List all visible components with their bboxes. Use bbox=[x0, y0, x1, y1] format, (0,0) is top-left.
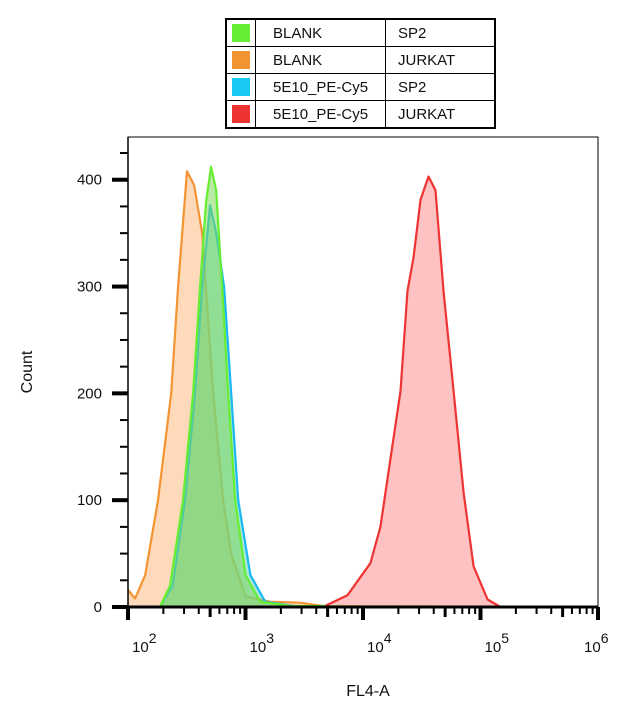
legend-row: BLANK SP2 bbox=[225, 18, 496, 47]
y-tick-label: 0 bbox=[94, 599, 102, 616]
y-tick-label: 200 bbox=[77, 385, 102, 402]
legend-sample: SP2 bbox=[385, 18, 496, 47]
x-tick-label: 104 bbox=[367, 630, 392, 656]
series-line-3 bbox=[324, 175, 502, 608]
series-fill-3 bbox=[325, 176, 501, 607]
legend-swatch-green bbox=[232, 24, 250, 43]
legend-row: 5E10_PE-Cy5 SP2 bbox=[225, 73, 496, 101]
series-line-2 bbox=[158, 165, 599, 609]
legend-name: 5E10_PE-Cy5 bbox=[255, 73, 386, 101]
x-tick-label: 105 bbox=[485, 630, 510, 656]
legend-name: 5E10_PE-Cy5 bbox=[255, 100, 386, 129]
y-tick-label: 400 bbox=[77, 172, 102, 189]
y-tick-label: 300 bbox=[77, 279, 102, 296]
legend-sample: JURKAT bbox=[385, 100, 496, 129]
x-tick-label: 103 bbox=[250, 630, 275, 656]
series-fill-2 bbox=[159, 166, 598, 607]
legend-swatch-red bbox=[232, 105, 250, 124]
x-tick-label: 106 bbox=[584, 630, 609, 656]
legend-swatch-cyan bbox=[232, 78, 250, 97]
legend-row: 5E10_PE-Cy5 JURKAT bbox=[225, 100, 496, 129]
legend: BLANK SP2 BLANK JURKAT 5E10_PE-Cy5 SP2 5E10… bbox=[225, 18, 496, 129]
series-fill-0 bbox=[128, 171, 331, 607]
legend-swatch-orange bbox=[232, 51, 250, 70]
legend-name: BLANK bbox=[255, 18, 386, 47]
y-tick-label: 100 bbox=[77, 492, 102, 509]
legend-sample: SP2 bbox=[385, 73, 496, 101]
x-tick-label: 102 bbox=[132, 630, 157, 656]
legend-sample: JURKAT bbox=[385, 46, 496, 74]
x-axis-label: FL4-A bbox=[346, 683, 390, 700]
y-axis-label: Count bbox=[19, 350, 36, 393]
